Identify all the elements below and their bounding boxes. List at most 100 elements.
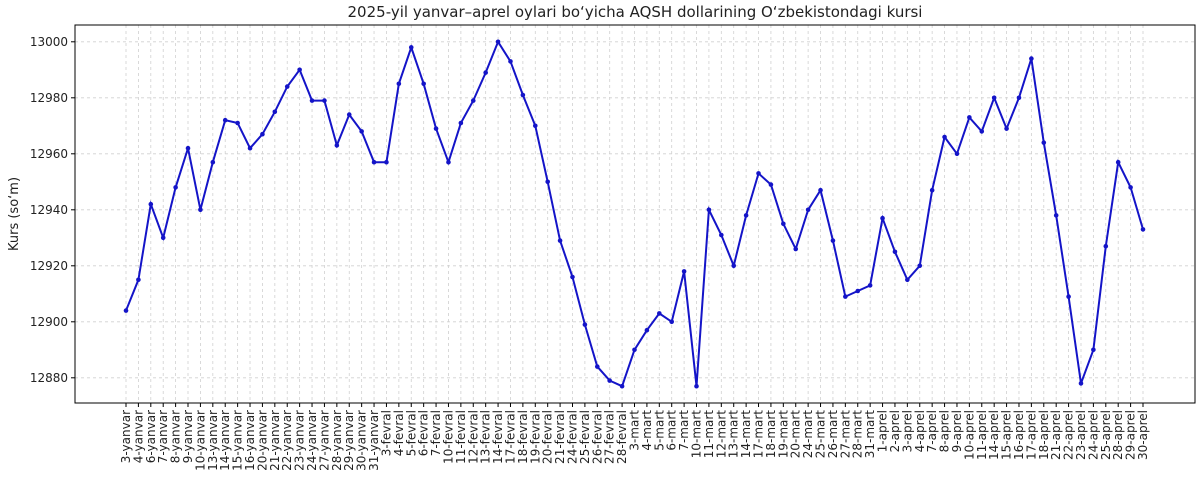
point <box>346 112 352 117</box>
x-tick-label: 23-yanvar <box>293 410 307 471</box>
x-tick-label: 3-mart <box>628 410 642 451</box>
x-tick-label: 29-yanvar <box>342 410 356 471</box>
point <box>694 383 699 389</box>
x-tick-label: 4-yanvar <box>131 410 145 463</box>
x-tick-label: 22-aprel <box>1062 410 1076 460</box>
point <box>781 221 786 227</box>
plot-frame <box>74 24 1196 404</box>
point <box>309 98 315 103</box>
x-tick-label: 17-mart <box>752 410 766 459</box>
point <box>384 159 389 165</box>
point <box>421 81 426 87</box>
x-tick-label: 4-fevral <box>392 410 406 456</box>
point <box>632 347 637 353</box>
point <box>942 134 947 140</box>
x-tick-label: 27-fevral <box>603 410 617 464</box>
x-tick-label: 29-aprel <box>1124 410 1138 460</box>
point <box>433 126 439 131</box>
x-tick-label: 7-aprel <box>925 410 939 452</box>
x-tick-label: 28-fevral <box>615 410 629 464</box>
point <box>272 109 278 115</box>
x-tick-label: 5-fevral <box>404 410 418 456</box>
point <box>1091 347 1096 353</box>
point <box>458 120 464 126</box>
x-tick-label: 28-aprel <box>1111 410 1125 460</box>
x-tick-label: 30-yanvar <box>355 410 369 471</box>
x-tick-label: 24-mart <box>801 410 815 459</box>
point <box>297 67 302 73</box>
y-tick-label: 12880 <box>30 371 68 385</box>
point <box>235 120 240 126</box>
x-tick-label: 28-mart <box>851 410 865 459</box>
x-tick-label: 31-yanvar <box>367 410 381 471</box>
point <box>408 45 414 50</box>
point <box>855 288 861 294</box>
point <box>123 308 129 313</box>
x-tick-label: 9-yanvar <box>181 410 195 463</box>
x-tick-label: 13-yanvar <box>206 410 220 471</box>
x-tick-label: 25-fevral <box>578 410 592 464</box>
point <box>1004 126 1009 131</box>
point <box>371 159 377 165</box>
x-tick-label: 10-mart <box>690 410 704 459</box>
x-tick-label: 14-mart <box>739 410 753 459</box>
point <box>768 182 774 187</box>
x-tick-label: 3-yanvar <box>119 410 133 463</box>
point <box>929 187 935 193</box>
point <box>1140 227 1146 232</box>
x-tick-label: 20-fevral <box>541 410 555 464</box>
point <box>198 207 203 213</box>
chart-title: 2025-yil yanvar–aprel oylari bo‘yicha AQ… <box>348 3 923 21</box>
point <box>570 274 575 280</box>
x-tick-label: 21-yanvar <box>268 410 282 471</box>
point <box>185 145 191 151</box>
point <box>979 129 985 134</box>
point <box>557 238 563 243</box>
x-tick-label: 18-fevral <box>516 410 530 464</box>
point <box>719 232 724 238</box>
x-tick-label: 6-fevral <box>417 410 431 456</box>
point <box>681 269 687 274</box>
y-tick-label: 12940 <box>30 203 68 217</box>
x-tick-label: 26-fevral <box>590 410 604 464</box>
x-tick-label: 7-yanvar <box>156 410 170 463</box>
point <box>880 215 885 221</box>
x-tick-label: 26-mart <box>826 410 840 459</box>
x-tick-label: 17-fevral <box>503 410 517 464</box>
point <box>830 238 836 243</box>
x-tick-label: 6-yanvar <box>144 410 158 463</box>
point <box>284 84 290 89</box>
point <box>532 123 538 129</box>
x-tick-label: 16-aprel <box>1012 410 1026 460</box>
point <box>917 263 923 269</box>
x-tick-label: 24-aprel <box>1086 410 1100 460</box>
point <box>322 98 327 103</box>
point <box>743 213 749 218</box>
x-tick-label: 2-aprel <box>888 410 902 452</box>
point <box>843 294 848 299</box>
x-tick-label: 10-aprel <box>962 410 976 460</box>
y-axis-label: Kurs (so‘m) <box>7 177 22 251</box>
point <box>657 311 662 316</box>
x-tick-label: 15-yanvar <box>231 410 245 471</box>
point <box>1041 140 1047 145</box>
x-tick-label: 20-mart <box>789 410 803 459</box>
x-tick-label: 12-mart <box>714 410 728 459</box>
point <box>495 39 501 45</box>
point <box>706 207 712 213</box>
x-tick-label: 4-mart <box>640 410 654 451</box>
point <box>756 171 761 176</box>
point <box>359 129 364 134</box>
x-tick-label: 17-aprel <box>1024 410 1038 460</box>
point <box>1128 185 1133 190</box>
point <box>594 364 600 369</box>
x-tick-label: 5-mart <box>652 410 666 451</box>
point <box>793 246 799 252</box>
point <box>396 81 402 87</box>
point <box>508 59 513 64</box>
x-tick-label: 13-mart <box>727 410 741 459</box>
x-tick-label: 11-fevral <box>454 410 468 464</box>
x-tick-label: 15-aprel <box>1000 410 1014 460</box>
x-tick-label: 8-aprel <box>938 410 952 452</box>
